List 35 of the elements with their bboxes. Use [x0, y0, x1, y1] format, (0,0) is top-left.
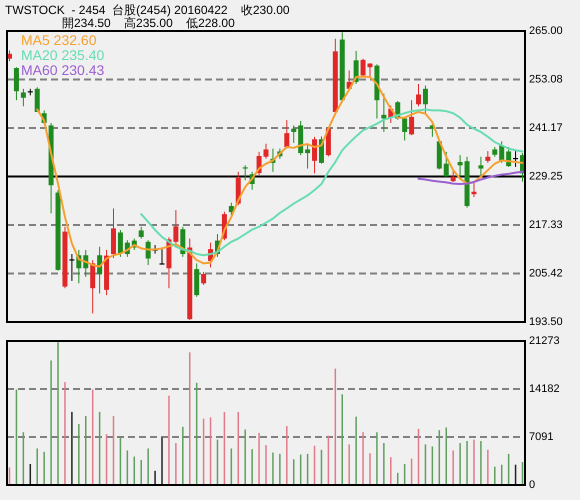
candlestick [450, 168, 456, 182]
y-tick-label: 193.50 [529, 316, 563, 328]
y-tick-label: 217.33 [529, 219, 563, 232]
y-tick-label: 205.42 [529, 267, 563, 280]
y-tick-label: 241.17 [529, 122, 563, 134]
y-tick-label: 14182 [529, 383, 560, 395]
y-tick-label: 21273 [529, 335, 560, 347]
chart-title: TWSTOCK - 2454 台股(2454) 20160422 收230.00 [5, 3, 290, 17]
y-tick-label: 7091 [529, 431, 554, 443]
candlestick [284, 120, 290, 150]
candlestick [367, 62, 372, 78]
y-tick-label: 265.00 [529, 25, 563, 37]
candlestick [422, 85, 428, 114]
candlestick [118, 230, 123, 258]
y-tick-label: 229.25 [529, 170, 563, 182]
text: MA5 232.60 [21, 32, 97, 48]
candlestick [381, 93, 386, 132]
candlestick [138, 226, 144, 240]
candlestick [291, 124, 296, 144]
text: MA60 230.43 [21, 62, 104, 78]
candlestick [312, 136, 318, 174]
candlestick [14, 66, 19, 101]
candlestick [201, 271, 206, 286]
candlestick [305, 143, 310, 170]
chart-subtitle: 開234.50 高235.00 低228.00 [62, 16, 236, 30]
text: MA20 235.40 [21, 47, 104, 63]
candlestick [20, 88, 26, 107]
candlestick [458, 154, 463, 178]
candlestick [264, 143, 268, 160]
candlestick [409, 100, 414, 136]
candlestick [416, 83, 422, 107]
y-tick-label: 253.08 [529, 74, 563, 86]
candlestick [478, 156, 484, 178]
candlestick [485, 150, 490, 164]
y-tick-label: 0 [529, 479, 536, 491]
